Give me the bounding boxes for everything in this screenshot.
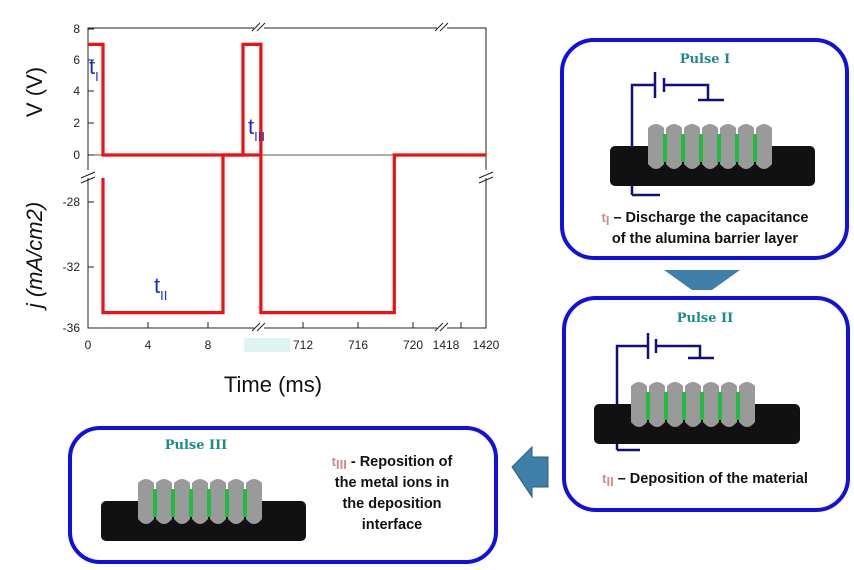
highlight-band (244, 338, 290, 352)
pore-column (138, 479, 154, 524)
deposit-rod (717, 134, 721, 162)
pore-column (739, 382, 755, 427)
alumina-template (631, 382, 755, 427)
pore-column (684, 124, 700, 169)
alumina-template (138, 479, 262, 524)
pulse-caption: tI – Discharge the capacitance (601, 210, 808, 228)
pulse-3-panel: Pulse III tIII - Reposition of the metal … (68, 426, 498, 564)
pore-column (666, 124, 682, 169)
current-series-line (101, 153, 486, 315)
pore-column (648, 124, 664, 169)
pore-column (246, 479, 262, 524)
y-tick-label: -36 (63, 321, 81, 335)
pore-column (721, 382, 737, 427)
annotation-t-i: tI (89, 54, 99, 84)
y-tick-label: 6 (73, 53, 80, 67)
pulse-caption: interface (362, 517, 422, 533)
deposit-rod (699, 134, 703, 162)
deposit-rod (681, 134, 685, 162)
pulse-caption: tII – Deposition of the material (602, 471, 808, 489)
pore-column (756, 124, 772, 169)
arrow-left-icon (511, 445, 549, 499)
y-tick-label: 4 (73, 84, 80, 98)
deposit-rod (736, 392, 740, 420)
deposit-rod (171, 489, 175, 517)
pulse-caption: the deposition (342, 496, 441, 512)
deposit-rod (682, 392, 686, 420)
panel-title: Pulse III (165, 438, 228, 453)
pore-column (720, 124, 736, 169)
pulse-caption: tIII - Reposition of (332, 454, 453, 472)
pore-column (156, 479, 172, 524)
pore-column (738, 124, 754, 169)
pulse-caption: of the alumina barrier layer (612, 231, 799, 247)
panel-border (68, 426, 498, 564)
y-tick-label: 2 (73, 116, 80, 130)
deposit-rod (207, 489, 211, 517)
annotation-t-ii: tII (154, 273, 167, 303)
x-axis-label: Time (ms) (224, 372, 322, 397)
deposit-rod (663, 134, 667, 162)
y-tick-label: 8 (73, 22, 80, 36)
deposit-rod (153, 489, 157, 517)
voltage-series-line (88, 42, 263, 157)
x-tick-label: 1418 (433, 338, 460, 352)
x-tick-label: 720 (403, 338, 423, 352)
arrow-down-icon (664, 270, 740, 290)
deposit-rod (664, 392, 668, 420)
pore-column (228, 479, 244, 524)
alumina-template (648, 124, 772, 169)
deposit-rod (753, 134, 757, 162)
chart-frame (87, 27, 487, 329)
pore-column (667, 382, 683, 427)
deposit-rod (243, 489, 247, 517)
x-tick-label: 1420 (473, 338, 500, 352)
deposit-rod (646, 392, 650, 420)
annotation-t-iii: tIII (248, 114, 265, 144)
deposit-rod (718, 392, 722, 420)
pore-column (210, 479, 226, 524)
pulse-chart: 8 6 4 2 0 -28 -32 -36 0 4 8 712 716 720 … (22, 22, 500, 397)
y-ticks-current: -28 -32 -36 (63, 195, 94, 335)
pore-column (649, 382, 665, 427)
x-ticks: 0 4 8 712 716 720 1418 1420 (85, 322, 500, 352)
pore-column (685, 382, 701, 427)
x-tick-label: 0 (85, 338, 92, 352)
pore-column (702, 124, 718, 169)
pore-column (703, 382, 719, 427)
x-tick-label: 712 (293, 338, 313, 352)
pulse-1-panel: Pulse I tI – Discharge the capacitance of… (560, 38, 849, 260)
axis-breaks (80, 22, 494, 334)
deposit-rod (700, 392, 704, 420)
y-axis-label-voltage: V (V) (22, 67, 47, 117)
pore-column (192, 479, 208, 524)
y-tick-label: -28 (63, 195, 81, 209)
y-ticks-voltage: 8 6 4 2 0 (73, 22, 94, 162)
pore-column (174, 479, 190, 524)
x-tick-label: 4 (145, 338, 152, 352)
deposit-rod (225, 489, 229, 517)
pore-column (631, 382, 647, 427)
y-tick-label: -32 (63, 260, 81, 274)
deposit-rod (189, 489, 193, 517)
deposit-rod (735, 134, 739, 162)
panel-title: Pulse II (677, 311, 733, 326)
pulse-caption: the metal ions in (335, 475, 449, 491)
pulse-2-panel: Pulse II tII – Deposition of the material (562, 296, 850, 512)
x-tick-label: 8 (205, 338, 212, 352)
x-tick-label: 716 (348, 338, 368, 352)
y-axis-label-current: j (mA/cm2) (22, 202, 47, 311)
y-tick-label: 0 (73, 148, 80, 162)
panel-title: Pulse I (680, 52, 730, 67)
